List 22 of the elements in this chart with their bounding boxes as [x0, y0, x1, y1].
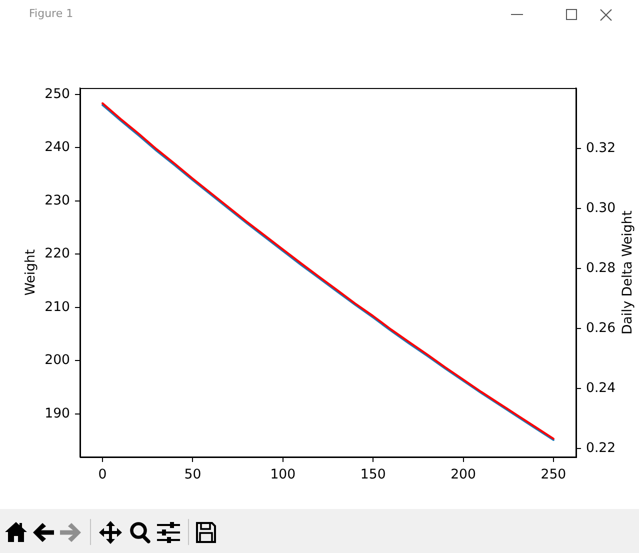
- y2-tick-label: 0.26: [586, 321, 616, 336]
- y2-axis-title: Daily Delta Weight: [620, 210, 636, 334]
- caption: Figure 1: [29, 7, 74, 20]
- y-tick-label: 190: [44, 406, 70, 422]
- x-tick-label: 200: [450, 467, 476, 482]
- x-tick-label: 0: [98, 467, 107, 482]
- y-tick-label: 220: [44, 246, 70, 262]
- y-tick-label: 240: [44, 140, 70, 156]
- x-tick-label: 100: [270, 467, 296, 482]
- y2-tick-label: 0.32: [586, 141, 616, 156]
- y-tick-label: 250: [44, 86, 70, 102]
- y2-tick-label: 0.24: [586, 381, 616, 396]
- y-tick-label: 230: [44, 193, 70, 208]
- x-tick-label: 150: [360, 467, 386, 482]
- y2-tick-label: 0.28: [586, 261, 616, 276]
- y2-tick-label: 0.22: [586, 441, 616, 456]
- x-tick-label: 250: [540, 467, 566, 482]
- y-tick-label: 200: [44, 353, 70, 368]
- y-axis-title: Weight: [23, 249, 38, 296]
- x-tick-label: 50: [184, 467, 202, 482]
- y2-tick-label: 0.30: [586, 201, 616, 216]
- y-tick-label: 210: [44, 300, 70, 315]
